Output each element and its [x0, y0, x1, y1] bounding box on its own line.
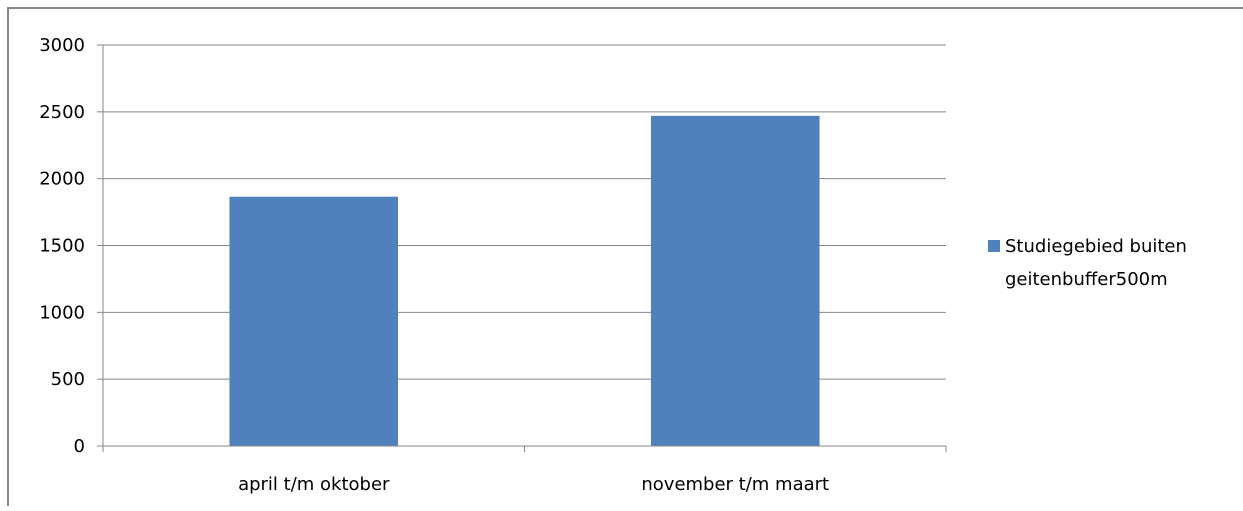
axes	[97, 44, 947, 452]
y-tick-label: 2000	[39, 169, 85, 190]
y-tick-label: 3000	[39, 35, 85, 56]
x-category-label: november t/m maart	[641, 474, 829, 495]
x-category-label: april t/m oktober	[238, 474, 390, 495]
y-tick-label: 1500	[39, 236, 85, 257]
bar	[229, 196, 399, 446]
legend-swatch	[988, 240, 1000, 252]
bars	[229, 115, 820, 447]
y-tick-label: 500	[51, 369, 85, 390]
bar	[650, 115, 820, 447]
y-tick-labels: 0 500 1000 1500 2000 2500 3000	[39, 35, 85, 457]
chart-border	[7, 7, 1243, 506]
legend-label-line-2: geitenbuffer500m	[1005, 269, 1168, 290]
y-tick-label: 0	[74, 436, 85, 457]
legend-label-line-1: Studiegebied buiten	[1005, 236, 1187, 257]
y-tick-label: 1000	[39, 302, 85, 323]
legend: Studiegebied buiten geitenbuffer500m	[988, 236, 1187, 290]
y-tick-label: 2500	[39, 102, 85, 123]
x-category-labels: april t/m oktober november t/m maart	[238, 474, 829, 495]
